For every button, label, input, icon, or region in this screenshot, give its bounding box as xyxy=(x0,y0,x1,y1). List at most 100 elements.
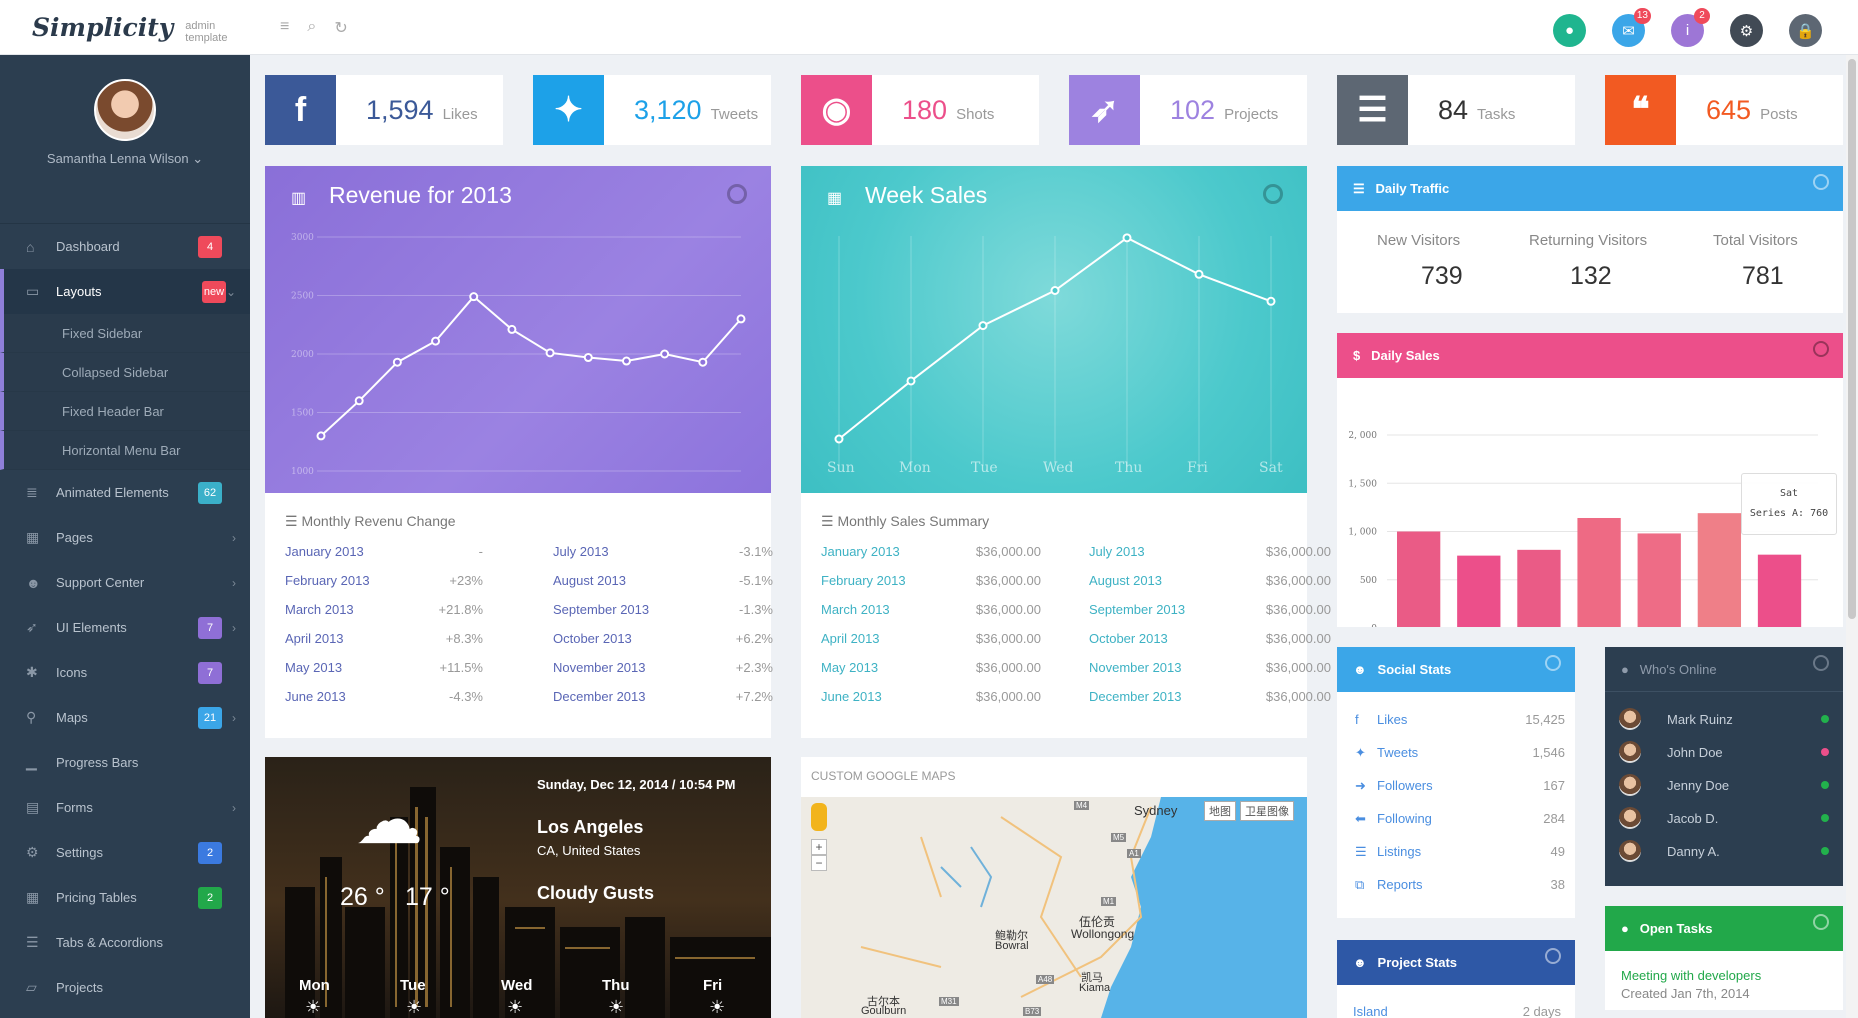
close-icon[interactable] xyxy=(1813,655,1829,671)
scrollbar[interactable] xyxy=(1846,55,1858,1018)
sidebar-item-support-center[interactable]: ☻ Support Center › xyxy=(0,560,250,605)
sidebar-item-dashboard[interactable]: ⌂ Dashboard 4 xyxy=(0,224,250,269)
revenue-point[interactable] xyxy=(698,357,708,367)
revenue-point[interactable] xyxy=(392,357,402,367)
list-item[interactable]: March 2013 $36,000.00 xyxy=(821,602,1041,617)
week-sales-point[interactable] xyxy=(1122,233,1132,243)
user-name[interactable]: Samantha Lenna Wilson ⌄ xyxy=(0,151,250,167)
week-sales-point[interactable] xyxy=(834,434,844,444)
chevron-icon[interactable]: › xyxy=(232,530,236,545)
lock-icon[interactable]: 🔒 xyxy=(1789,14,1822,47)
sidebar-item-animated-elements[interactable]: ≣ Animated Elements 62 xyxy=(0,470,250,515)
sidebar-item-progress-bars[interactable]: ▁ Progress Bars xyxy=(0,740,250,785)
list-item[interactable]: April 2013 $36,000.00 xyxy=(821,631,1041,646)
sidebar-item-icons[interactable]: ✱ Icons 7 xyxy=(0,650,250,695)
stat-tile-likes[interactable]: f 1,594 Likes xyxy=(265,75,503,145)
revenue-point[interactable] xyxy=(354,396,364,406)
revenue-point[interactable] xyxy=(736,314,746,324)
list-item[interactable]: April 2013 +8.3% xyxy=(285,631,505,646)
sidebar-item-ui-elements[interactable]: ➶ UI Elements 7 › xyxy=(0,605,250,650)
chevron-icon[interactable]: › xyxy=(232,710,236,725)
zoom-in-button[interactable]: + xyxy=(811,839,827,855)
online-user[interactable]: John Doe xyxy=(1619,741,1829,763)
stat-tile-tasks[interactable]: ☰ 84 Tasks xyxy=(1337,75,1575,145)
list-item[interactable]: June 2013 -4.3% xyxy=(285,689,505,704)
social-stat-row[interactable]: ➜ Followers 167 xyxy=(1355,778,1565,794)
week-sales-point[interactable] xyxy=(1194,269,1204,279)
revenue-point[interactable] xyxy=(431,336,441,346)
search-icon[interactable]: ⌕ xyxy=(307,18,317,35)
sales-bar[interactable] xyxy=(1637,533,1681,627)
sales-bar[interactable] xyxy=(1577,517,1621,627)
close-icon[interactable] xyxy=(1545,655,1561,671)
list-item[interactable]: July 2013 -3.1% xyxy=(553,544,773,559)
social-stat-row[interactable]: ✦ Tweets 1,546 xyxy=(1355,745,1565,761)
sales-bar[interactable] xyxy=(1757,554,1802,627)
list-item[interactable]: February 2013 $36,000.00 xyxy=(821,573,1041,588)
stat-tile-projects[interactable]: ➶ 102 Projects xyxy=(1069,75,1307,145)
list-item[interactable]: October 2013 +6.2% xyxy=(553,631,773,646)
refresh-icon[interactable]: ↻ xyxy=(334,20,348,37)
sales-bar[interactable] xyxy=(1517,549,1561,627)
list-item[interactable]: October 2013 $36,000.00 xyxy=(1089,631,1331,646)
list-item[interactable]: August 2013 -5.1% xyxy=(553,573,773,588)
sidebar-item-pages[interactable]: ▦ Pages › xyxy=(0,515,250,560)
sidebar-item-tabs-accordions[interactable]: ☰ Tabs & Accordions xyxy=(0,920,250,965)
week-sales-point[interactable] xyxy=(1050,286,1060,295)
close-icon[interactable] xyxy=(727,184,747,204)
list-item[interactable]: January 2013 $36,000.00 xyxy=(821,544,1041,559)
online-user[interactable]: Mark Ruinz xyxy=(1619,708,1829,730)
social-stat-row[interactable]: ⧉ Reports 38 xyxy=(1355,877,1565,893)
chevron-icon[interactable]: › xyxy=(232,620,236,635)
revenue-point[interactable] xyxy=(507,324,517,334)
revenue-point[interactable] xyxy=(545,348,555,358)
avatar[interactable] xyxy=(94,79,156,141)
close-icon[interactable] xyxy=(1813,914,1829,930)
sales-bar[interactable] xyxy=(1697,513,1742,627)
online-user[interactable]: Jacob D. xyxy=(1619,807,1829,829)
stat-tile-tweets[interactable]: ✦ 3,120 Tweets xyxy=(533,75,771,145)
list-item[interactable]: March 2013 +21.8% xyxy=(285,602,505,617)
close-icon[interactable] xyxy=(1263,184,1283,204)
social-stat-row[interactable]: f Likes 15,425 xyxy=(1355,712,1565,727)
menu-toggle-icon[interactable]: ≡ xyxy=(280,18,290,35)
list-item[interactable]: June 2013 $36,000.00 xyxy=(821,689,1041,704)
close-icon[interactable] xyxy=(1813,174,1829,190)
revenue-point[interactable] xyxy=(583,353,593,363)
sidebar-subitem[interactable]: Fixed Header Bar xyxy=(0,392,250,431)
chevron-icon[interactable]: ⌄ xyxy=(225,284,236,299)
map-type-satellite-button[interactable]: 卫星图像 xyxy=(1240,801,1294,821)
map-type-map-button[interactable]: 地图 xyxy=(1204,801,1236,821)
project-label[interactable]: Island xyxy=(1353,1004,1388,1018)
sidebar-item-tasks[interactable]: ▤Tasks xyxy=(0,1010,250,1018)
sidebar-subitem[interactable]: Collapsed Sidebar xyxy=(0,353,250,392)
social-stat-row[interactable]: ☰ Listings 49 xyxy=(1355,844,1565,860)
revenue-point[interactable] xyxy=(316,431,326,441)
sidebar-item-forms[interactable]: ▤ Forms › xyxy=(0,785,250,830)
gear-icon[interactable]: ⚙ xyxy=(1730,14,1763,47)
week-sales-point[interactable] xyxy=(978,321,988,331)
list-item[interactable]: May 2013 $36,000.00 xyxy=(821,660,1041,675)
user-icon[interactable]: ● xyxy=(1553,14,1586,47)
sidebar-item-pricing-tables[interactable]: ▦ Pricing Tables 2 xyxy=(0,875,250,920)
list-item[interactable]: August 2013 $36,000.00 xyxy=(1089,573,1331,588)
stat-tile-shots[interactable]: ◉ 180 Shots xyxy=(801,75,1039,145)
revenue-point[interactable] xyxy=(621,356,631,366)
close-icon[interactable] xyxy=(1813,341,1829,357)
mail-icon[interactable]: ✉ 13 xyxy=(1612,8,1651,47)
close-icon[interactable] xyxy=(1545,948,1561,964)
sidebar-subitem[interactable]: Fixed Sidebar xyxy=(0,314,250,353)
list-item[interactable]: November 2013 +2.3% xyxy=(553,660,773,675)
list-item[interactable]: July 2013 $36,000.00 xyxy=(1089,544,1331,559)
sidebar-item-projects[interactable]: ▱ Projects xyxy=(0,965,250,1010)
zoom-out-button[interactable]: − xyxy=(811,855,827,871)
list-item[interactable]: May 2013 +11.5% xyxy=(285,660,505,675)
sales-bar[interactable] xyxy=(1457,555,1501,627)
social-stat-row[interactable]: ⬅ Following 284 xyxy=(1355,811,1565,827)
list-item[interactable]: February 2013 +23% xyxy=(285,573,505,588)
sidebar-item-settings[interactable]: ⚙ Settings 2 xyxy=(0,830,250,875)
list-item[interactable]: December 2013 +7.2% xyxy=(553,689,773,704)
sidebar-item-layouts[interactable]: ▭ Layouts new ⌄ xyxy=(0,269,250,314)
list-item[interactable]: September 2013 -1.3% xyxy=(553,602,773,617)
